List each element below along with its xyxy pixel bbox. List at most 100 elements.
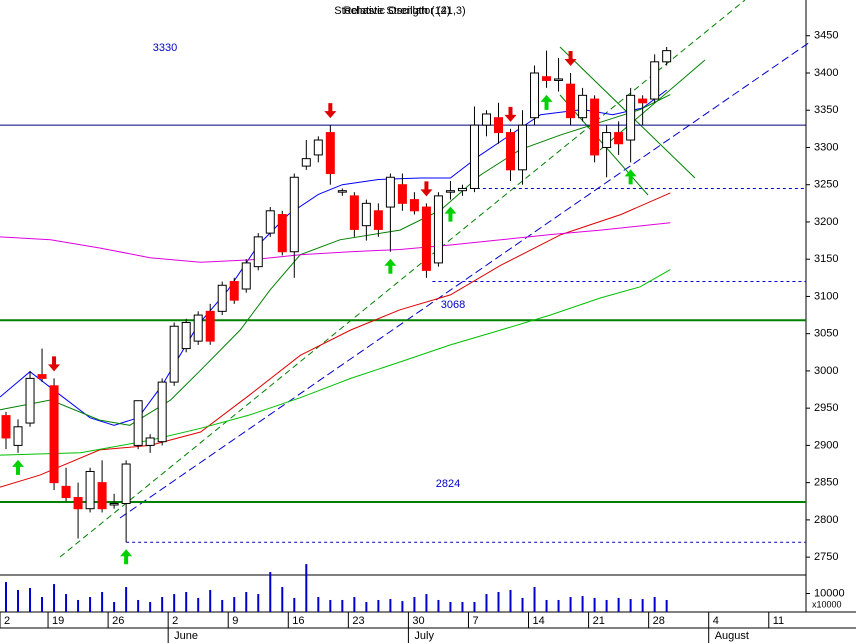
moving-average: [0, 89, 667, 426]
candle-body: [433, 195, 443, 264]
sell-arrow: [48, 356, 61, 372]
sell-arrow: [564, 50, 577, 66]
volume-unit: x10000: [812, 599, 842, 609]
volume-bar: [305, 564, 308, 612]
level-label: 2824: [436, 478, 460, 490]
month-label: July: [414, 630, 434, 642]
y-tick-label: 2750: [814, 551, 838, 563]
y-tick-label: 3100: [814, 290, 838, 302]
volume-bar: [137, 599, 140, 612]
volume-bar: [641, 599, 644, 612]
candle-body: [373, 210, 383, 230]
month-label: June: [174, 630, 198, 642]
volume-bar: [605, 599, 608, 612]
volume-bar: [317, 597, 320, 612]
candle-body: [469, 124, 479, 189]
volume-bar: [377, 599, 380, 612]
candle-body: [109, 502, 119, 506]
candle-body: [301, 158, 311, 167]
buy-arrow: [540, 94, 553, 110]
x-tick-label: 26: [112, 615, 124, 627]
volume-bar: [161, 597, 164, 612]
volume-bar: [413, 597, 416, 612]
sell-arrow: [504, 106, 517, 122]
volume-bar: [581, 596, 584, 612]
volume-bar: [329, 599, 332, 612]
x-tick-label: 11: [773, 615, 784, 627]
y-tick-label: 3350: [814, 104, 838, 116]
candle-body: [397, 184, 407, 204]
candle-body: [325, 132, 335, 175]
x-tick-label: 14: [533, 615, 545, 627]
candle-body: [602, 132, 612, 148]
y-tick-label: 3400: [814, 67, 838, 79]
volume-bar: [461, 602, 464, 612]
candle-body: [349, 195, 359, 230]
candle-body: [662, 50, 672, 63]
candle-body: [481, 113, 491, 126]
candle-body: [181, 322, 191, 350]
candle-body: [313, 139, 323, 156]
x-tick-label: 9: [232, 615, 238, 627]
volume-bar: [101, 592, 104, 612]
x-tick-label: 4: [713, 615, 719, 627]
volume-bar: [149, 602, 152, 612]
candle-body: [229, 281, 239, 301]
trend-line: [119, 41, 811, 519]
y-tick-label: 2850: [814, 477, 838, 489]
volume-bar: [473, 602, 476, 612]
candle-body: [626, 94, 636, 141]
volume-bar: [113, 602, 116, 612]
volume-bar: [89, 597, 92, 612]
y-tick-label: 3450: [814, 30, 838, 42]
volume-bar: [617, 597, 620, 612]
candle-body: [638, 98, 648, 104]
volume-bar: [269, 572, 272, 612]
x-tick-label: 16: [292, 615, 304, 627]
candle-body: [241, 262, 251, 290]
volume-bar: [593, 597, 596, 612]
y-tick-label: 2950: [814, 402, 838, 414]
volume-bar: [77, 599, 80, 612]
buy-arrow: [120, 549, 133, 565]
candle-body: [277, 214, 287, 253]
candle-body: [421, 206, 431, 271]
y-tick-label: 3200: [814, 216, 838, 228]
candle-body: [542, 76, 552, 81]
candle-body: [61, 485, 71, 499]
volume-bar: [437, 599, 440, 612]
volume-bar: [665, 599, 668, 612]
volume-bar: [401, 601, 404, 612]
moving-average: [0, 94, 671, 426]
level-label: 3068: [441, 299, 465, 311]
volume-bar: [17, 589, 20, 612]
chart-subtitle: Stochastic Oscillator (21,3): [334, 5, 465, 17]
volume-bar: [29, 587, 32, 612]
candle-body: [193, 314, 203, 342]
volume-bar: [389, 599, 392, 612]
volume-bar: [221, 599, 224, 612]
level-label: 3330: [153, 42, 177, 54]
y-tick-label: 3000: [814, 365, 838, 377]
volume-bar: [365, 602, 368, 612]
volume-bar: [233, 597, 236, 612]
candle-body: [157, 381, 167, 443]
buy-arrow: [12, 459, 25, 475]
volume-bar: [425, 594, 428, 612]
buy-arrow: [444, 206, 457, 222]
candle-body: [554, 78, 564, 81]
candle-body: [145, 437, 155, 446]
buy-arrow: [384, 258, 397, 274]
y-tick-label: 3150: [814, 253, 838, 265]
candle-body: [385, 176, 395, 208]
volume-bar: [533, 587, 536, 612]
candle-body: [97, 482, 107, 510]
volume-bar: [509, 589, 512, 612]
volume-bar: [353, 597, 356, 612]
volume-bar: [245, 592, 248, 612]
volume-bar: [521, 597, 524, 612]
volume-bar: [569, 597, 572, 612]
volume-bar: [449, 602, 452, 612]
volume-bar: [629, 599, 632, 612]
